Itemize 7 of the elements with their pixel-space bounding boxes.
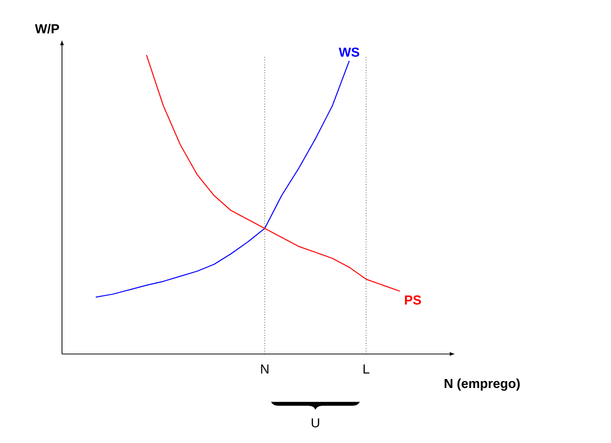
text: U xyxy=(312,418,320,428)
x-tick-label: N xyxy=(261,364,268,374)
series-label: WS xyxy=(338,48,360,57)
x-tick-label: L xyxy=(364,364,370,374)
y-axis-title: W/P xyxy=(34,24,60,34)
x-axis-title: N (emprego) xyxy=(444,378,520,391)
series-label: PS xyxy=(404,295,421,305)
